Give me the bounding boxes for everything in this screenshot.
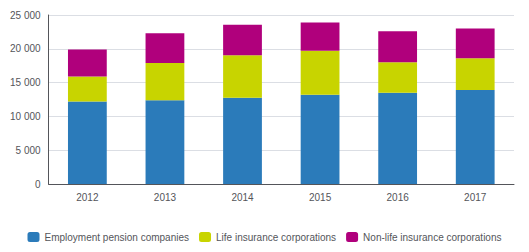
- svg-text:2013: 2013: [154, 192, 177, 203]
- svg-text:Non-life insurance corporation: Non-life insurance corporations: [363, 232, 501, 243]
- svg-text:20 000: 20 000: [10, 43, 41, 54]
- svg-text:25 000: 25 000: [10, 10, 41, 21]
- svg-text:5 000: 5 000: [16, 145, 41, 156]
- svg-text:2012: 2012: [76, 192, 99, 203]
- svg-text:2017: 2017: [464, 192, 487, 203]
- svg-text:2015: 2015: [309, 192, 332, 203]
- svg-text:2016: 2016: [387, 192, 410, 203]
- svg-text:15 000: 15 000: [10, 77, 41, 88]
- svg-text:2014: 2014: [231, 192, 254, 203]
- svg-text:10 000: 10 000: [10, 111, 41, 122]
- svg-text:0: 0: [35, 179, 41, 190]
- svg-text:Employment pension companies: Employment pension companies: [45, 232, 190, 243]
- svg-text:Life insurance corporations: Life insurance corporations: [216, 232, 336, 243]
